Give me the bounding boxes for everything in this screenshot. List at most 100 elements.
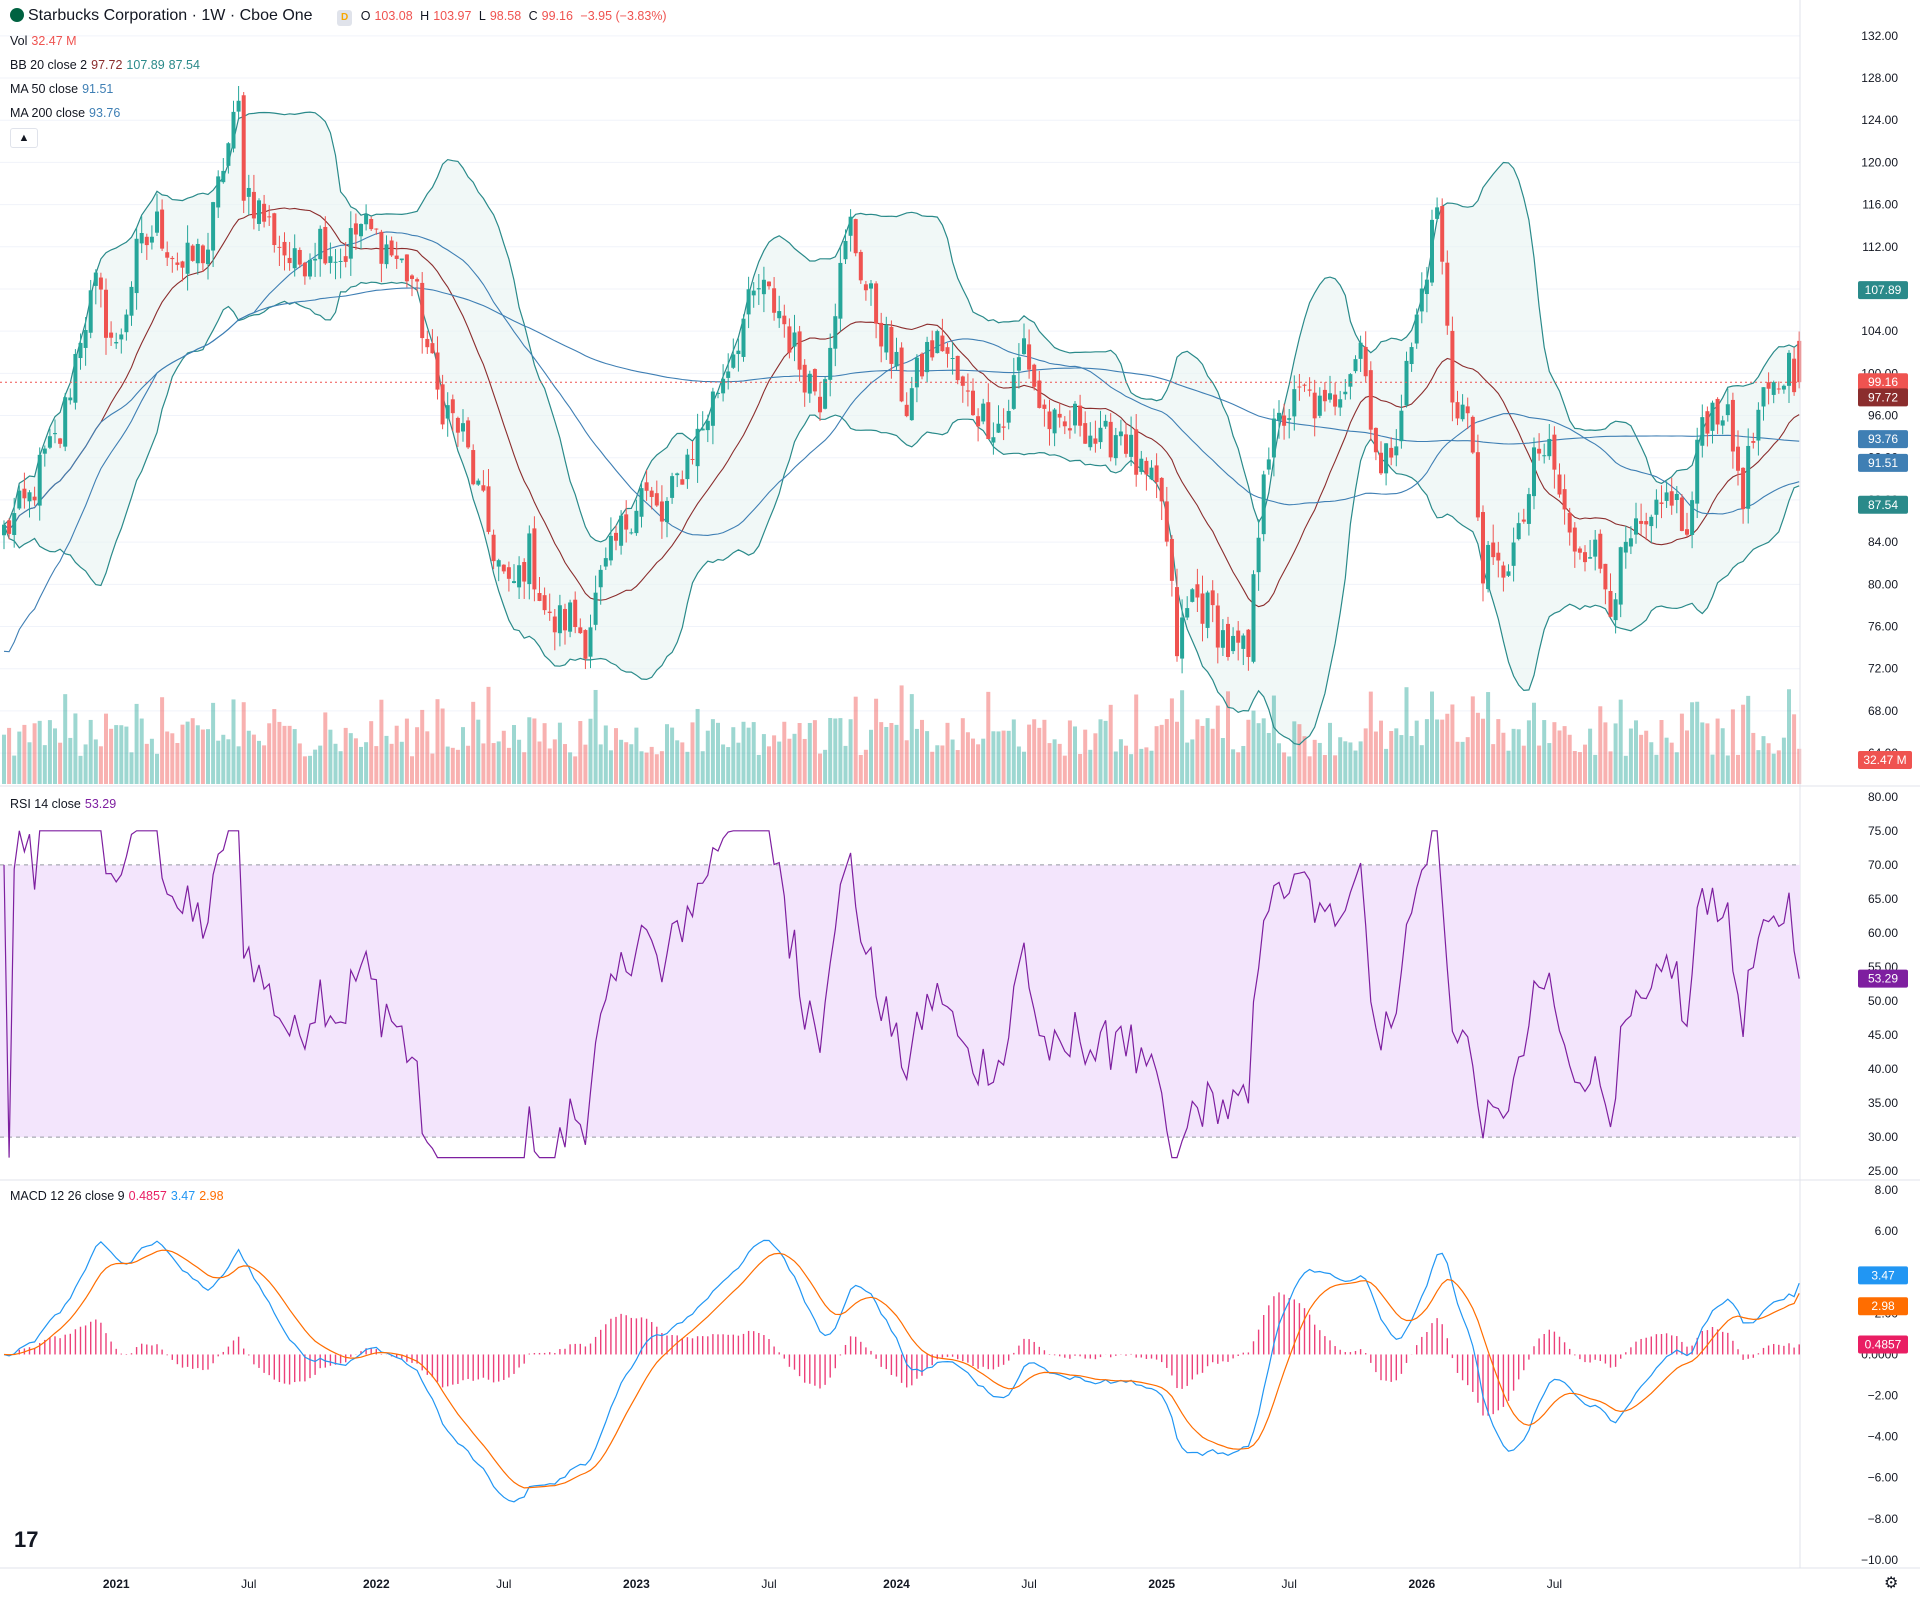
volume-bar: [496, 741, 501, 784]
ma50-legend[interactable]: MA 50 close 91.51: [10, 81, 117, 97]
volume-bar: [598, 744, 603, 784]
bollinger-band-fill: [4, 112, 1800, 745]
volume-bar: [726, 747, 731, 784]
volume-bar: [292, 729, 297, 784]
rsi-legend[interactable]: RSI 14 close 53.29: [10, 796, 120, 812]
candle-body: [746, 289, 751, 315]
volume-bar: [843, 745, 848, 784]
volume-bar: [1057, 743, 1062, 784]
candle-body: [1057, 413, 1062, 418]
candle-body: [680, 479, 685, 485]
candle-body: [384, 244, 389, 265]
macd-hist-value: 0.4857: [128, 1189, 167, 1203]
volume-bar: [1317, 742, 1322, 784]
volume-bar: [1705, 723, 1710, 784]
volume-bar: [1205, 718, 1210, 784]
candle-body: [1455, 402, 1460, 419]
macd-value-label-bg: [1858, 1266, 1908, 1285]
volume-bar: [1470, 696, 1475, 784]
volume-bar: [1348, 742, 1353, 784]
candle-body: [869, 283, 873, 289]
volume-bar: [1435, 719, 1440, 784]
candle-body: [899, 347, 904, 402]
candle-body: [1287, 418, 1292, 420]
candle-body: [257, 200, 261, 224]
volume-bar: [680, 742, 685, 784]
volume-bar: [812, 720, 817, 784]
candle-body: [1664, 492, 1669, 501]
candle-body: [920, 353, 924, 377]
candle-body: [1368, 370, 1373, 430]
candle-body: [914, 357, 919, 388]
candle-body: [1006, 410, 1011, 423]
candle-body: [1792, 358, 1797, 393]
macd-legend[interactable]: MACD 12 26 close 9 0.4857 3.47 2.98: [10, 1188, 228, 1204]
volume-bar: [721, 744, 726, 784]
candle-body: [1481, 512, 1485, 584]
candle-body: [22, 488, 27, 499]
volume-bar: [160, 697, 165, 784]
candle-body: [940, 335, 945, 352]
volume-bar: [1776, 750, 1781, 784]
macd-value-label: 3.47: [1871, 1268, 1895, 1282]
candle-body: [501, 564, 506, 572]
volume-bar: [1506, 750, 1511, 784]
candle-body: [58, 438, 63, 444]
price-tick-label: 124.00: [1861, 113, 1898, 127]
volume-bar: [22, 724, 27, 784]
volume-bar: [1287, 756, 1292, 784]
volume-bar: [379, 699, 384, 784]
candle-body: [1144, 460, 1149, 475]
candle-body: [1180, 617, 1185, 659]
price-tick-label: 104.00: [1861, 324, 1898, 338]
rsi-tick-label: 25.00: [1868, 1164, 1898, 1178]
volume-bar: [1103, 720, 1108, 784]
volume-bar: [960, 718, 965, 784]
candle-body: [1475, 452, 1480, 518]
candle-body: [1322, 389, 1327, 402]
bb-legend[interactable]: BB 20 close 2 97.72 107.89 87.54: [10, 57, 204, 73]
candle-body: [649, 490, 654, 497]
volume-bar: [1394, 728, 1399, 784]
volume-bar: [568, 752, 573, 784]
candle-body: [1787, 352, 1791, 386]
settings-gear-icon[interactable]: ⚙: [1884, 1575, 1899, 1592]
candle-body: [1098, 427, 1103, 443]
volume-bar: [348, 733, 353, 784]
candle-body: [63, 397, 68, 447]
ma200-legend[interactable]: MA 200 close 93.76: [10, 105, 124, 121]
candle-body: [965, 390, 970, 392]
rsi-line: [3, 830, 1800, 1159]
collapse-legend-button[interactable]: ▲: [10, 128, 38, 148]
candle-body: [450, 399, 455, 414]
volume-bar: [1613, 723, 1618, 784]
macd-tick-label: −10.00: [1861, 1553, 1898, 1567]
candle-body: [496, 560, 501, 567]
candle-body: [1430, 219, 1434, 283]
tradingview-logo-icon[interactable]: 17: [14, 1527, 39, 1552]
dividend-badge[interactable]: D: [337, 10, 353, 26]
time-tick-label: 2023: [623, 1577, 650, 1591]
volume-bar: [221, 734, 226, 784]
volume-bar: [364, 742, 369, 784]
candle-body: [608, 535, 613, 561]
candle-body: [241, 95, 246, 201]
candle-body: [1511, 542, 1516, 566]
volume-bar: [47, 720, 52, 784]
volume-bar: [1215, 705, 1220, 784]
candle-body: [445, 405, 450, 419]
symbol-title[interactable]: Starbucks Corporation · 1W · Cboe One: [28, 7, 313, 24]
volume-bar: [665, 724, 669, 784]
candle-body: [828, 347, 833, 380]
volume-bar: [445, 746, 450, 784]
candle-body: [195, 243, 200, 264]
volume-bar: [1430, 691, 1434, 784]
open-value: 103.08: [374, 9, 413, 23]
candle-body: [251, 191, 256, 219]
candle-body: [1771, 382, 1776, 395]
volume-bar: [797, 723, 802, 784]
volume-legend[interactable]: Vol 32.47 M: [10, 33, 81, 49]
volume-bar: [889, 723, 894, 784]
rsi-label: RSI 14 close: [10, 797, 81, 811]
